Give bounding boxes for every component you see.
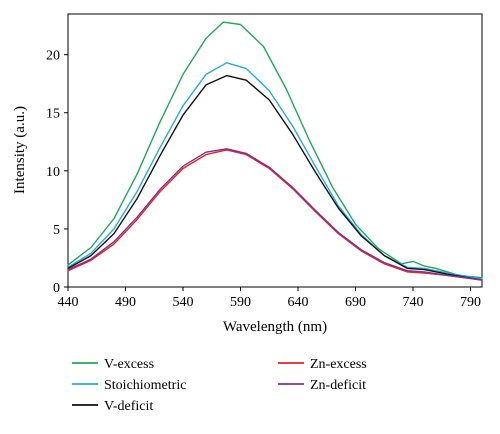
y-tick-label-0: 0 [53,281,60,296]
y-tick-label-2: 10 [46,165,60,180]
plot-frame [67,13,483,288]
x-tick-label-5: 690 [345,295,366,310]
legend-label-4: Zn-deficit [310,378,366,393]
series-line-3 [67,149,483,281]
legend-label-0: V-excess [104,357,154,372]
y-axis-title: Intensity (a.u.) [12,106,28,194]
x-tick-label-2: 540 [173,295,194,310]
legend: V-excess Stoichiometric V-deficit Zn-excess… [72,357,367,414]
y-tick-label-4: 20 [46,49,60,64]
x-tick-label-4: 640 [288,295,309,310]
series-layer [67,21,483,281]
y-tick-label-3: 15 [46,107,60,122]
x-tick-label-6: 740 [403,295,424,310]
series-line-0 [67,21,483,279]
x-tick-label-7: 790 [460,295,481,310]
tick-layer: 440 490 540 590 640 690 740 790 0 5 10 15 20 [46,49,481,310]
legend-label-2: V-deficit [104,399,153,414]
y-tick-label-1: 5 [53,223,60,238]
legend-label-3: Zn-excess [310,357,367,372]
legend-label-1: Stoichiometric [104,378,186,393]
series-line-2 [67,74,483,281]
x-tick-label-3: 590 [230,295,251,310]
x-tick-label-0: 440 [58,295,79,310]
x-axis-title: Wavelength (nm) [223,319,327,335]
x-tick-label-1: 490 [115,295,136,310]
series-line-1 [67,62,483,280]
series-line-4 [67,148,483,281]
